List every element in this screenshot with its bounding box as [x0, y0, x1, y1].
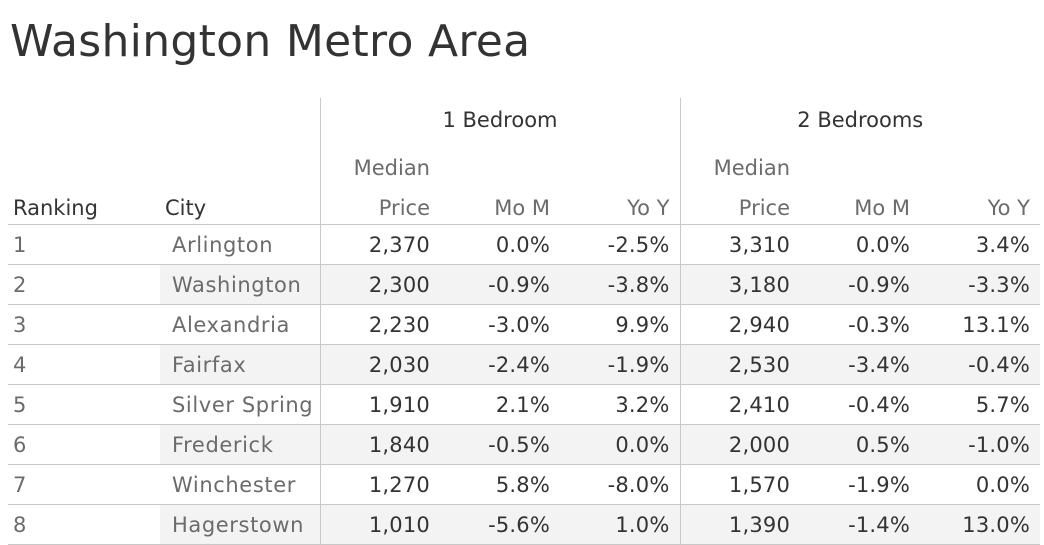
cell-2br-yoy: 3.4% [920, 224, 1041, 265]
col-header-mom: Mo M [854, 196, 911, 220]
cell-city: Arlington [160, 224, 320, 265]
col-header-median-top: Median [319, 142, 440, 182]
page-title: Washington Metro Area [10, 16, 531, 67]
cell-1br-price: 1,910 [319, 384, 440, 425]
header-spacer [8, 98, 160, 142]
table-row: 4 Fairfax 2,030 -2.4% -1.9% 2,530 -3.4% -0.4% [8, 344, 1041, 385]
cell-rank: 3 [8, 304, 160, 345]
cell-2br-yoy: -0.4% [920, 344, 1041, 385]
cell-1br-yoy: -1.9% [560, 344, 681, 385]
cell-1br-mom: 5.8% [440, 464, 560, 505]
col-header-yoy: Yo Y [987, 196, 1031, 220]
cell-2br-price: 2,000 [679, 424, 801, 465]
cell-1br-yoy: -8.0% [560, 464, 681, 505]
table-row: 8 Hagerstown 1,010 -5.6% 1.0% 1,390 -1.4% 13.0% [8, 504, 1041, 545]
col-header-mom: Mo M [494, 196, 550, 220]
cell-2br-yoy: 13.0% [920, 504, 1041, 545]
cell-rank: 1 [8, 224, 160, 265]
cell-1br-price: 2,300 [319, 264, 440, 305]
cell-city: Alexandria [160, 304, 320, 345]
cell-2br-mom: -1.4% [800, 504, 921, 545]
col-header-price: Price [319, 182, 440, 225]
cell-1br-price: 1,840 [319, 424, 440, 465]
cell-2br-mom: -1.9% [800, 464, 921, 505]
table-row: 1 Arlington 2,370 0.0% -2.5% 3,310 0.0% 3.4% [8, 224, 1041, 265]
cell-2br-price: 2,410 [679, 384, 801, 425]
cell-2br-price: 1,570 [679, 464, 801, 505]
col-header-price: Price [679, 182, 801, 225]
cell-1br-yoy: 1.0% [560, 504, 681, 545]
cell-rank: 2 [8, 264, 160, 305]
header-spacer [160, 142, 320, 182]
cell-rank: 4 [8, 344, 160, 385]
cell-2br-yoy: -1.0% [920, 424, 1041, 465]
cell-rank: 6 [8, 424, 160, 465]
table-row: 7 Winchester 1,270 5.8% -8.0% 1,570 -1.9% 0.0% [8, 464, 1041, 505]
cell-1br-price: 1,270 [319, 464, 440, 505]
cell-city: Silver Spring [160, 384, 320, 425]
cell-2br-mom: -0.4% [800, 384, 921, 425]
group-header-1-bedroom: 1 Bedroom [319, 98, 681, 142]
cell-1br-price: 1,010 [319, 504, 440, 545]
cell-2br-mom: -0.9% [800, 264, 921, 305]
cell-2br-price: 3,180 [679, 264, 801, 305]
cell-1br-price: 2,370 [319, 224, 440, 265]
cell-2br-yoy: 0.0% [920, 464, 1041, 505]
cell-rank: 7 [8, 464, 160, 505]
col-header-ranking: Ranking [13, 196, 98, 220]
cell-city: Frederick [160, 424, 320, 465]
cell-2br-price: 3,310 [679, 224, 801, 265]
cell-1br-yoy: 0.0% [560, 424, 681, 465]
header-spacer [920, 142, 1040, 182]
cell-1br-mom: -5.6% [440, 504, 560, 545]
col-header-median-top: Median [679, 142, 801, 182]
table-row: 5 Silver Spring 1,910 2.1% 3.2% 2,410 -0.4% 5.7… [8, 384, 1041, 425]
table-row: 3 Alexandria 2,230 -3.0% 9.9% 2,940 -0.3% 13.1% [8, 304, 1041, 345]
cell-1br-mom: -0.5% [440, 424, 560, 465]
cell-1br-mom: 0.0% [440, 224, 560, 265]
cell-1br-mom: -2.4% [440, 344, 560, 385]
cell-2br-price: 2,940 [679, 304, 801, 345]
header-spacer [800, 142, 920, 182]
rent-table: 1 Bedroom 2 Bedrooms Median Median Ranki… [8, 98, 1041, 545]
cell-2br-mom: -3.4% [800, 344, 921, 385]
cell-1br-price: 2,230 [319, 304, 440, 345]
cell-2br-yoy: 5.7% [920, 384, 1041, 425]
cell-2br-yoy: -3.3% [920, 264, 1041, 305]
cell-2br-mom: 0.5% [800, 424, 921, 465]
cell-city: Winchester [160, 464, 320, 505]
cell-rank: 8 [8, 504, 160, 545]
cell-2br-mom: -0.3% [800, 304, 921, 345]
cell-1br-mom: -0.9% [440, 264, 560, 305]
cell-rank: 5 [8, 384, 160, 425]
cell-1br-yoy: 9.9% [560, 304, 681, 345]
cell-2br-yoy: 13.1% [920, 304, 1041, 345]
cell-2br-price: 2,530 [679, 344, 801, 385]
group-header-2-bedrooms: 2 Bedrooms [679, 98, 1041, 142]
cell-1br-mom: 2.1% [440, 384, 560, 425]
cell-1br-yoy: 3.2% [560, 384, 681, 425]
col-header-city: City [165, 196, 207, 220]
header-spacer [160, 98, 320, 142]
table-row: 2 Washington 2,300 -0.9% -3.8% 3,180 -0.9% -3.3… [8, 264, 1041, 305]
cell-city: Fairfax [160, 344, 320, 385]
cell-1br-price: 2,030 [319, 344, 440, 385]
header-spacer [440, 142, 560, 182]
cell-2br-mom: 0.0% [800, 224, 921, 265]
cell-1br-yoy: -3.8% [560, 264, 681, 305]
cell-city: Hagerstown [160, 504, 320, 545]
col-header-yoy: Yo Y [627, 196, 670, 220]
header-spacer [8, 142, 160, 182]
cell-1br-yoy: -2.5% [560, 224, 681, 265]
header-spacer [560, 142, 680, 182]
cell-city: Washington [160, 264, 320, 305]
cell-2br-price: 1,390 [679, 504, 801, 545]
cell-1br-mom: -3.0% [440, 304, 560, 345]
table-row: 6 Frederick 1,840 -0.5% 0.0% 2,000 0.5% -1.0% [8, 424, 1041, 465]
